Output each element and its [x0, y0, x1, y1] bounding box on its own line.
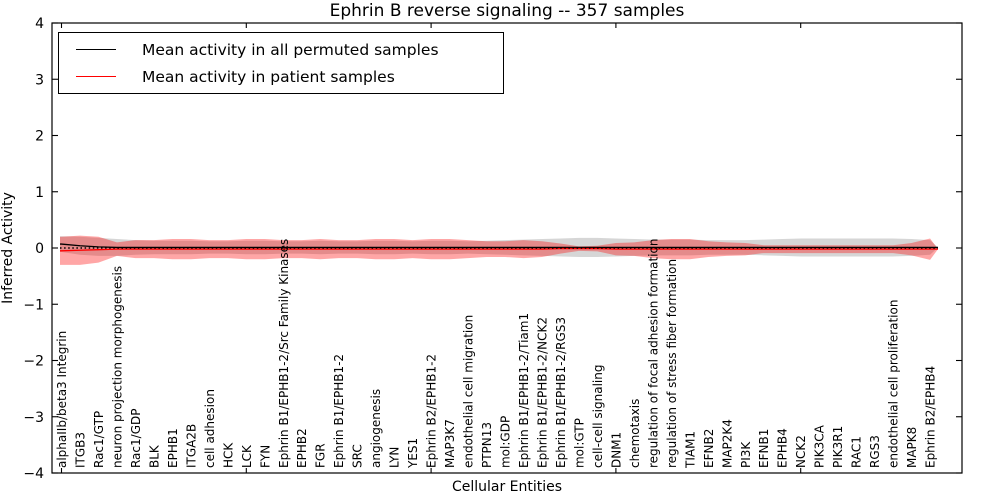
- red-line-swatch: [76, 76, 116, 77]
- x-entity-label: NCK2: [794, 435, 808, 468]
- x-entity-label: neuron projection morphogenesis: [110, 266, 124, 468]
- x-entity-label: cell adhesion: [203, 389, 217, 468]
- x-entity-label: MAPK8: [905, 427, 919, 468]
- chart-title: Ephrin B reverse signaling -- 357 sample…: [329, 1, 685, 21]
- red-std-band: [60, 235, 938, 265]
- x-entity-label: PI3K: [739, 441, 753, 468]
- gray-std-band: [60, 236, 938, 257]
- x-entity-label: mol:GTP: [572, 418, 586, 468]
- x-entity-label: EPHB2: [295, 428, 309, 468]
- y-tick-label: 4: [35, 16, 44, 32]
- y-tick-label: 0: [35, 241, 44, 257]
- x-entity-label: MAP3K7: [443, 419, 457, 468]
- x-entity-label: Ephrin B2/EPHB4: [924, 366, 938, 468]
- x-entity-label: Ephrin B1/EPHB1-2: [332, 354, 346, 468]
- y-tick-label: −2: [23, 354, 44, 370]
- x-entity-label: Ephrin B1/EPHB1-2/Tiam1: [517, 313, 531, 468]
- y-tick-label: −1: [23, 297, 44, 313]
- x-entity-label: DNM1: [609, 432, 623, 468]
- x-entity-label: RAC1: [850, 436, 864, 468]
- x-entity-label: chemotaxis: [628, 399, 642, 468]
- x-entity-label: Rac1/GDP: [129, 409, 143, 468]
- x-entity-label: YES1: [406, 438, 420, 469]
- x-entity-label: TIAM1: [683, 431, 697, 469]
- legend-label: Mean activity in patient samples: [142, 67, 395, 86]
- x-entity-label: LYN: [388, 447, 402, 468]
- legend-item-patient: Mean activity in patient samples: [59, 68, 503, 86]
- x-entity-label: Ephrin B1/EPHB1-2/Src Family Kinases: [277, 239, 291, 468]
- y-tick-label: 1: [35, 185, 44, 201]
- x-entity-label: Ephrin B2/EPHB1-2: [425, 354, 439, 468]
- y-tick-label: 2: [35, 129, 44, 145]
- y-tick-label: −3: [23, 410, 44, 426]
- x-entity-label: mol:GDP: [499, 416, 513, 468]
- x-entity-label: FYN: [258, 445, 272, 468]
- x-entity-label: EFNB2: [702, 429, 716, 468]
- x-entity-label: EFNB1: [757, 429, 771, 468]
- x-entity-label: ITGA2B: [184, 424, 198, 468]
- x-entity-label: SRC: [351, 444, 365, 468]
- x-entity-label: LCK: [240, 444, 254, 468]
- x-entity-label: regulation of stress fiber formation: [665, 259, 679, 468]
- y-axis-label: Inferred Activity: [0, 192, 16, 304]
- x-entity-label: PTPN13: [480, 422, 494, 468]
- x-entity-label: EPHB4: [776, 428, 790, 468]
- black-line-swatch: [76, 49, 116, 50]
- x-entity-label: MAP2K4: [720, 419, 734, 468]
- x-entity-label: ITGB3: [73, 432, 87, 468]
- legend-item-permuted: Mean activity in all permuted samples: [59, 41, 503, 59]
- x-entity-label: Rac1/GTP: [92, 411, 106, 468]
- x-entity-label: PIK3CA: [813, 424, 827, 468]
- x-entity-label: endothelial cell proliferation: [887, 300, 901, 468]
- x-entity-label: RGS3: [868, 435, 882, 468]
- x-entity-label: PIK3R1: [831, 426, 845, 468]
- legend-box: Mean activity in all permuted samples Me…: [58, 32, 504, 94]
- patient-mean-line: [60, 247, 938, 252]
- x-entity-label: cell-cell signaling: [591, 365, 605, 469]
- x-entity-label: FGR: [314, 443, 328, 468]
- x-entity-label: endothelial cell migration: [462, 315, 476, 468]
- x-entity-label: EPHB1: [166, 428, 180, 468]
- x-entity-label: regulation of focal adhesion formation: [646, 239, 660, 468]
- y-tick-label: 3: [35, 72, 44, 88]
- x-axis-label: Cellular Entities: [451, 479, 563, 495]
- y-tick-label: −4: [23, 466, 44, 482]
- x-entity-label: angiogenesis: [369, 389, 383, 468]
- x-entity-label: HCK: [221, 442, 235, 468]
- x-entity-label: Ephrin B1/EPHB1-2/RGS3: [554, 317, 568, 468]
- x-entity-label: Ephrin B1/EPHB1-2/NCK2: [535, 317, 549, 468]
- x-entity-label: alphaIIb/beta3 Integrin: [55, 331, 69, 468]
- legend-label: Mean activity in all permuted samples: [142, 40, 439, 59]
- x-entity-label: BLK: [147, 444, 161, 468]
